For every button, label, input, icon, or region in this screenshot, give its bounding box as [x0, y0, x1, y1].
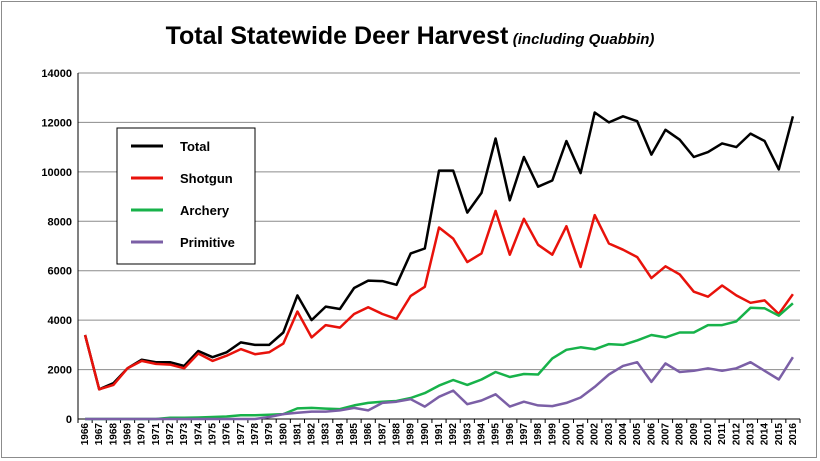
x-tick-label: 2014 — [760, 423, 771, 446]
legend-label-shotgun: Shotgun — [180, 171, 233, 186]
x-tick-label: 2004 — [618, 423, 629, 446]
y-tick-label: 8000 — [48, 216, 72, 228]
chart-title-main: Total Statewide Deer Harvest — [165, 22, 509, 50]
x-tick-label: 2013 — [745, 423, 756, 446]
y-tick-label: 0 — [66, 414, 72, 426]
x-tick-label: 1990 — [420, 423, 431, 446]
x-tick-label: 2006 — [646, 423, 657, 446]
x-tick-label: 1978 — [250, 423, 261, 446]
series-line-total — [83, 111, 795, 391]
x-tick-label: 1966 — [80, 423, 91, 446]
x-tick-label: 1985 — [349, 423, 360, 446]
x-tick-label: 1984 — [335, 423, 346, 446]
x-tick-label: 1980 — [278, 423, 289, 446]
x-tick-label: 2002 — [590, 423, 601, 446]
x-tick-label: 1997 — [519, 423, 530, 446]
y-tick-label: 10000 — [41, 167, 72, 179]
x-tick-label: 1972 — [165, 423, 176, 446]
x-tick-label: 1994 — [476, 423, 487, 446]
x-tick-label: 1967 — [94, 423, 105, 446]
x-tick-label: 2015 — [774, 423, 785, 446]
x-tick-label: 1970 — [137, 423, 148, 446]
x-tick-label: 1986 — [363, 423, 374, 446]
x-tick-label: 1977 — [236, 423, 247, 446]
x-tick-label: 1995 — [491, 423, 502, 446]
x-tick-label: 2012 — [731, 423, 742, 446]
x-tick-label: 1968 — [108, 423, 119, 446]
legend-label-primitive: Primitive — [180, 235, 235, 250]
x-tick-label: 1979 — [264, 423, 275, 446]
y-tick-label: 12000 — [41, 117, 72, 129]
x-tick-label: 1973 — [179, 423, 190, 446]
legend-label-archery: Archery — [180, 203, 230, 218]
x-tick-label: 1982 — [307, 423, 318, 446]
y-tick-label: 2000 — [48, 365, 72, 377]
x-tick-label: 1969 — [123, 423, 134, 446]
x-tick-label: 1991 — [434, 423, 445, 446]
x-tick-label: 2008 — [675, 423, 686, 446]
x-tick-label: 2005 — [632, 423, 643, 446]
x-tick-label: 1993 — [462, 423, 473, 446]
chart-title: Total Statewide Deer Harvest (including … — [0, 22, 820, 51]
legend-label-total: Total — [180, 139, 210, 154]
y-tick-label: 4000 — [48, 315, 72, 327]
x-tick-label: 1992 — [448, 423, 459, 446]
y-tick-label: 14000 — [41, 68, 72, 80]
series-line-primitive — [85, 356, 794, 421]
x-tick-label: 2010 — [703, 423, 714, 446]
x-tick-label: 1981 — [292, 423, 303, 446]
x-tick-label: 1999 — [547, 423, 558, 446]
x-tick-label: 1975 — [207, 423, 218, 446]
x-tick-label: 1988 — [392, 423, 403, 446]
chart-subtitle: (including Quabbin) — [512, 31, 655, 48]
series-lines — [83, 111, 795, 421]
x-tick-label: 1976 — [222, 423, 233, 446]
legend: Total Shotgun Archery Primitive — [116, 127, 256, 265]
x-tick-label: 2009 — [689, 423, 700, 446]
x-tick-label: 2016 — [788, 423, 799, 446]
axes: 0 2000 4000 6000 8000 10000 12000 14000 1966 1967… — [41, 68, 801, 446]
x-tick-label: 1983 — [321, 423, 332, 446]
x-tick-label: 1989 — [406, 423, 417, 446]
x-tick-label: 1987 — [377, 423, 388, 446]
series-line-shotgun — [83, 209, 794, 391]
x-tick-label: 2003 — [604, 423, 615, 446]
series-line-archery — [85, 302, 794, 421]
x-tick-label: 2001 — [576, 423, 587, 446]
x-tick-label: 1996 — [505, 423, 516, 446]
x-tick-label: 2007 — [661, 423, 672, 446]
x-tick-label: 2011 — [717, 423, 728, 445]
x-tick-label: 1971 — [151, 423, 162, 446]
y-tick-label: 6000 — [48, 266, 72, 278]
x-tick-label: 1998 — [533, 423, 544, 446]
x-tick-label: 1974 — [193, 423, 204, 446]
x-tick-label: 2000 — [561, 423, 572, 446]
